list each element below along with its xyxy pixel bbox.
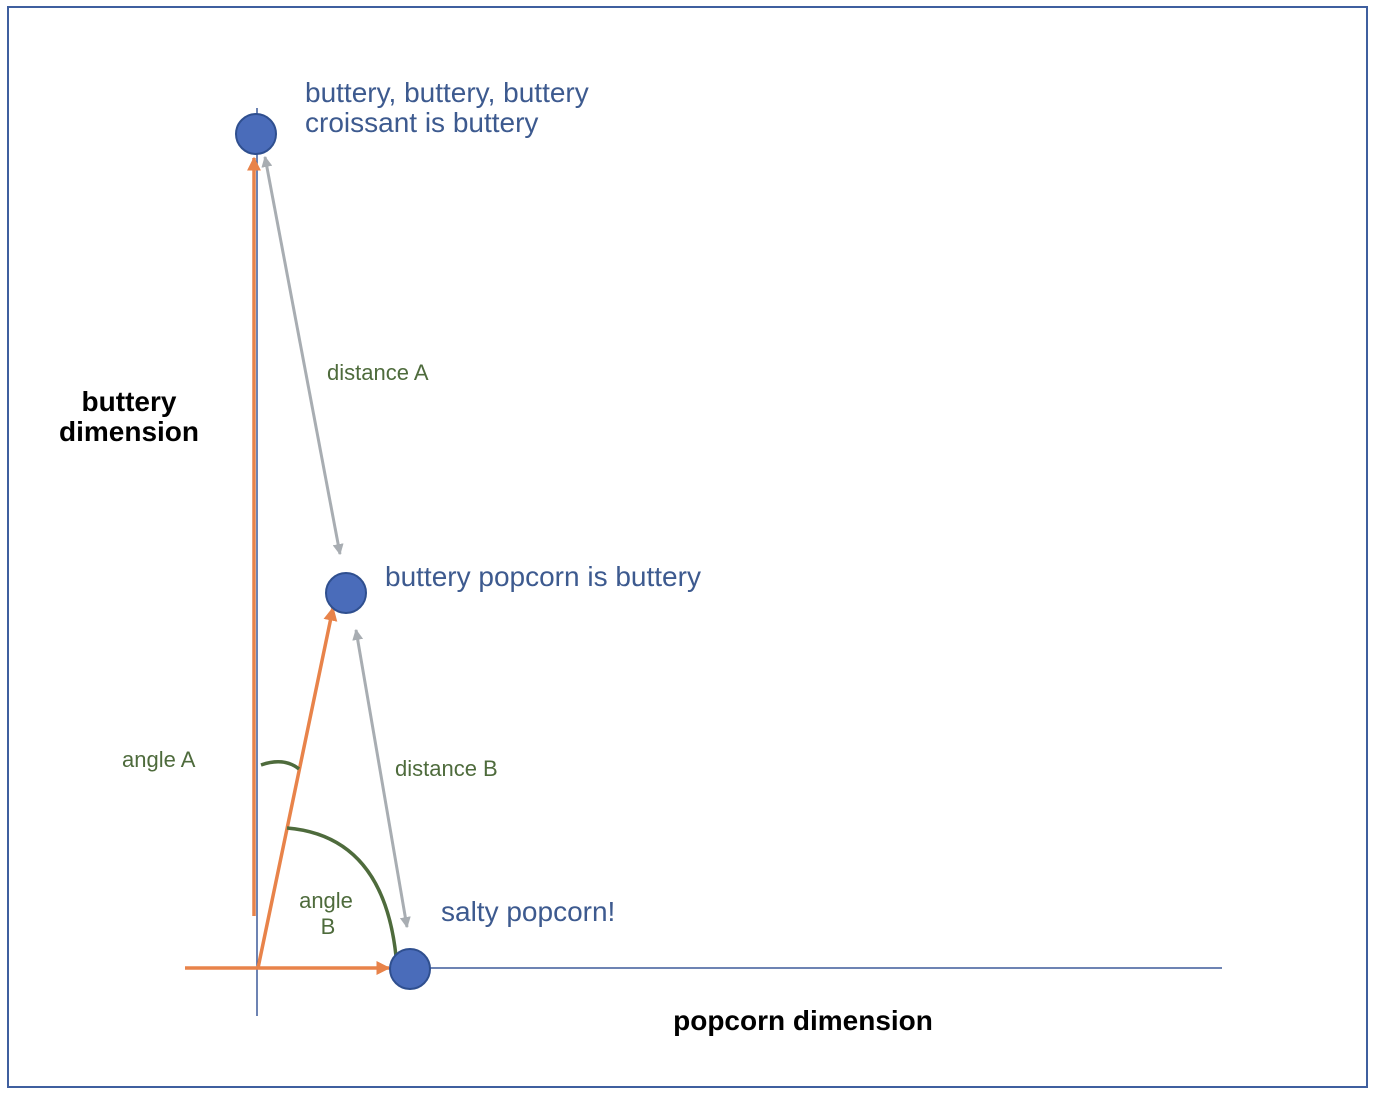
diagram-frame <box>8 7 1367 1087</box>
angle-b-label-line1: angle <box>299 888 353 913</box>
distance-a-arrow <box>265 157 340 554</box>
angle-b-label-line2: B <box>321 914 336 939</box>
x-axis-label: popcorn dimension <box>673 1005 933 1036</box>
salty-popcorn-point <box>390 949 430 989</box>
distance-a-label: distance A <box>327 360 429 385</box>
buttery-popcorn-label: buttery popcorn is buttery <box>385 561 701 592</box>
buttery-popcorn-point <box>326 573 366 613</box>
y-axis-label-line2: dimension <box>59 416 199 447</box>
croissant-label-line1: buttery, buttery, buttery <box>305 77 589 108</box>
salty-popcorn-label: salty popcorn! <box>441 896 615 927</box>
angle-a-label: angle A <box>122 747 196 772</box>
y-axis-label-line1: buttery <box>82 386 177 417</box>
angle-a-arc <box>261 762 299 769</box>
distance-b-label: distance B <box>395 756 498 781</box>
croissant-label-line2: croissant is buttery <box>305 107 538 138</box>
croissant-point <box>236 114 276 154</box>
